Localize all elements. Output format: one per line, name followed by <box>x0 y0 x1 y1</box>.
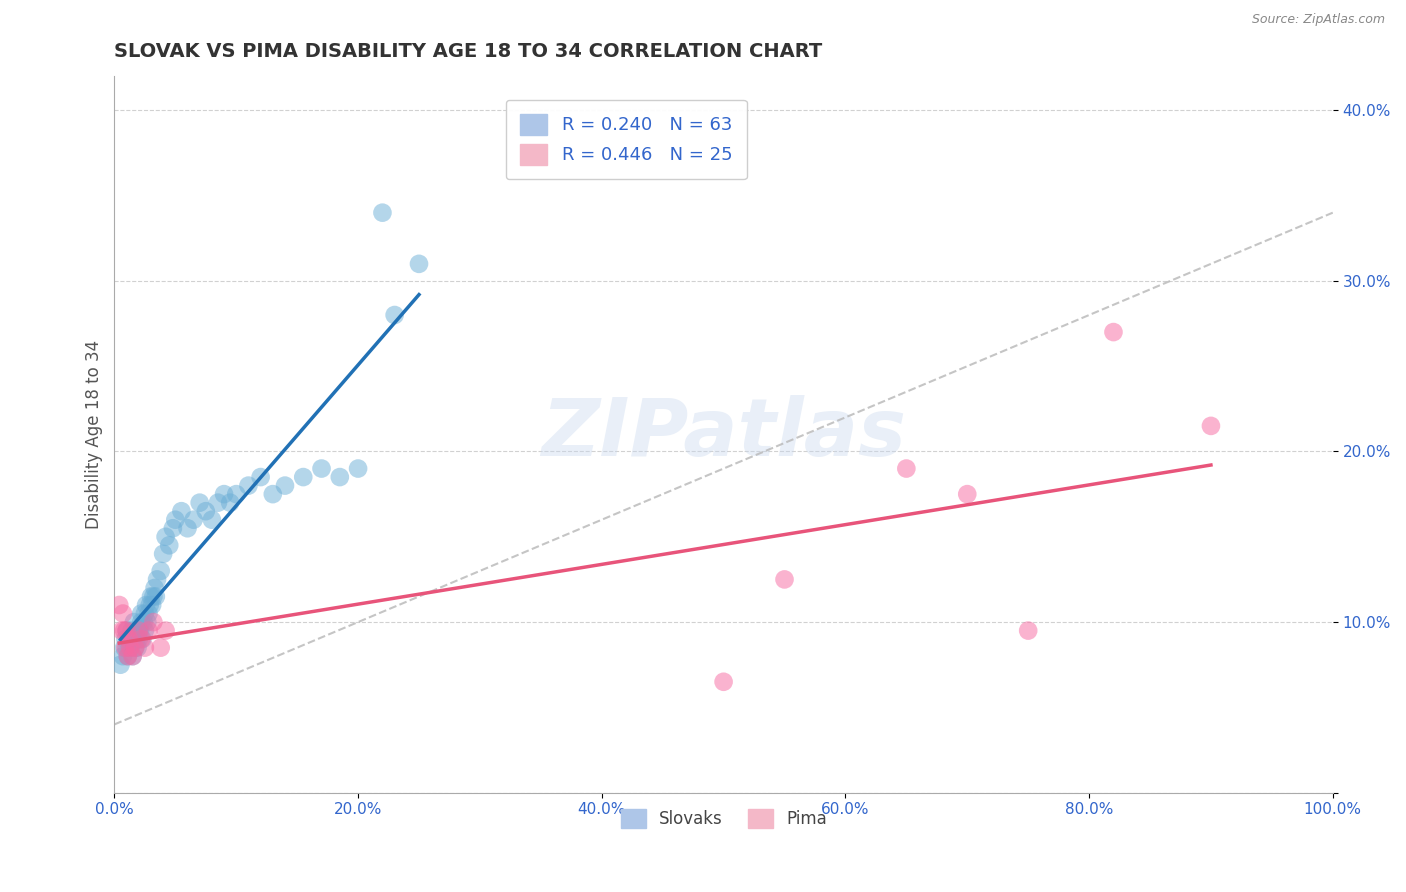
Point <box>1102 325 1125 339</box>
Point <box>142 590 165 604</box>
Point <box>125 624 148 638</box>
Point <box>139 590 162 604</box>
Point <box>117 649 139 664</box>
Point <box>114 632 136 647</box>
Point <box>1017 624 1039 638</box>
Point <box>149 640 172 655</box>
Point <box>121 649 143 664</box>
Point <box>311 461 333 475</box>
Text: Source: ZipAtlas.com: Source: ZipAtlas.com <box>1251 13 1385 27</box>
Point <box>212 487 235 501</box>
Point <box>121 649 143 664</box>
Point <box>155 624 177 638</box>
Point <box>152 547 174 561</box>
Point <box>956 487 979 501</box>
Point <box>129 632 152 647</box>
Point <box>127 640 149 655</box>
Point <box>292 470 315 484</box>
Point <box>136 615 159 629</box>
Point <box>143 581 166 595</box>
Point <box>135 598 157 612</box>
Point <box>139 598 162 612</box>
Point <box>249 470 271 484</box>
Point <box>111 607 134 621</box>
Point <box>118 632 141 647</box>
Point <box>145 590 167 604</box>
Point <box>129 615 152 629</box>
Point <box>110 657 132 672</box>
Point <box>121 632 143 647</box>
Point <box>773 573 796 587</box>
Point <box>128 632 150 647</box>
Point <box>129 607 152 621</box>
Point <box>170 504 193 518</box>
Point <box>713 674 735 689</box>
Point <box>114 640 136 655</box>
Point <box>201 513 224 527</box>
Point <box>115 624 138 638</box>
Point <box>121 624 143 638</box>
Point <box>194 504 217 518</box>
Text: SLOVAK VS PIMA DISABILITY AGE 18 TO 34 CORRELATION CHART: SLOVAK VS PIMA DISABILITY AGE 18 TO 34 C… <box>114 42 823 61</box>
Point <box>219 496 242 510</box>
Point <box>115 624 138 638</box>
Point <box>111 624 134 638</box>
Point <box>274 478 297 492</box>
Point <box>157 538 180 552</box>
Point <box>138 607 160 621</box>
Point <box>138 624 160 638</box>
Point <box>146 573 169 587</box>
Point <box>120 640 142 655</box>
Point <box>117 649 139 664</box>
Point <box>262 487 284 501</box>
Point <box>347 461 370 475</box>
Point <box>142 615 165 629</box>
Point <box>115 640 138 655</box>
Point <box>384 308 406 322</box>
Point <box>112 640 135 655</box>
Point <box>329 470 352 484</box>
Point <box>124 640 146 655</box>
Point <box>408 257 430 271</box>
Point <box>155 530 177 544</box>
Point <box>128 624 150 638</box>
Point <box>188 496 211 510</box>
Point <box>124 640 146 655</box>
Legend: Slovaks, Pima: Slovaks, Pima <box>614 802 834 835</box>
Point <box>120 640 142 655</box>
Point <box>125 632 148 647</box>
Point <box>131 632 153 647</box>
Point <box>225 487 247 501</box>
Point <box>112 624 135 638</box>
Point <box>108 598 131 612</box>
Point <box>134 624 156 638</box>
Point <box>176 521 198 535</box>
Point <box>141 598 163 612</box>
Point <box>134 607 156 621</box>
Point <box>238 478 260 492</box>
Point <box>134 640 156 655</box>
Point <box>129 624 152 638</box>
Point <box>128 624 150 638</box>
Point <box>118 632 141 647</box>
Point <box>183 513 205 527</box>
Point <box>162 521 184 535</box>
Point <box>1199 418 1222 433</box>
Point <box>207 496 229 510</box>
Point <box>165 513 187 527</box>
Y-axis label: Disability Age 18 to 34: Disability Age 18 to 34 <box>86 340 103 529</box>
Point <box>132 615 155 629</box>
Point <box>371 205 394 219</box>
Point <box>111 649 134 664</box>
Point <box>896 461 918 475</box>
Text: ZIPatlas: ZIPatlas <box>541 395 905 474</box>
Point <box>149 564 172 578</box>
Point <box>122 615 145 629</box>
